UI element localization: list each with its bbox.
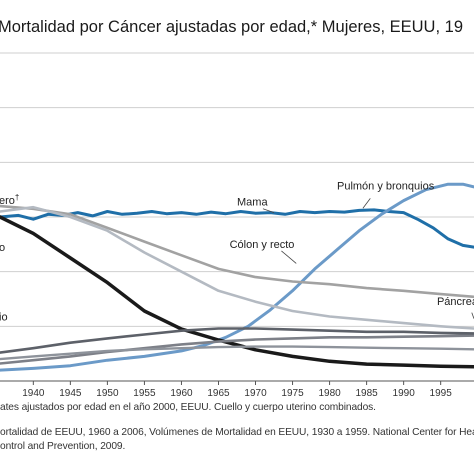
- clipped-series-label-0: ero†: [0, 193, 19, 207]
- clipped-series-label-2: io: [0, 311, 8, 323]
- x-tick-label-1950: 1950: [96, 388, 119, 399]
- x-tick-label-1975: 1975: [281, 388, 304, 399]
- dagger-mark: †: [15, 193, 19, 202]
- series-lines: [0, 182, 474, 372]
- series-label-colon-y-recto: Cólon y recto: [230, 239, 295, 251]
- x-axis: 1940 1945 1950 1955 1960 1965 1970 1975 1980 1985…: [0, 380, 474, 399]
- series-line-utero: [0, 215, 474, 369]
- series-line-estomago: [0, 205, 474, 330]
- x-tick-label-1965: 1965: [207, 388, 230, 399]
- x-tick-label-1940: 1940: [22, 388, 45, 399]
- clipped-series-label-1: o: [0, 242, 5, 254]
- series-line-pulmon-y-bronquios: [0, 182, 474, 372]
- x-tick-label-1995: 1995: [430, 388, 453, 399]
- series-line-leucemia: [0, 345, 474, 361]
- series-label-mama: Mama: [237, 197, 268, 209]
- series-line-colon-y-recto: [0, 204, 474, 299]
- series-labels: Mama Pulmón y bronquios Cólon y recto Páncr…: [0, 181, 474, 323]
- x-tick-label-1990: 1990: [393, 388, 416, 399]
- footnote-age-adjusted: ates ajustados por edad en el año 2000, …: [0, 402, 376, 413]
- x-tick-label-1955: 1955: [133, 388, 156, 399]
- series-line-mama: [0, 208, 474, 249]
- x-tick-label-1945: 1945: [59, 388, 82, 399]
- x-tick-label-1985: 1985: [355, 388, 378, 399]
- series-label-pancreas: Páncreas: [437, 296, 474, 308]
- series-line-pancreas: [0, 334, 474, 365]
- series-label-pulmon-y-bronquios: Pulmón y bronquios: [337, 181, 435, 193]
- leader-line-1: [362, 198, 371, 209]
- series-line-ovario: [0, 327, 474, 354]
- x-tick-label-1960: 1960: [170, 388, 193, 399]
- footnote-source-cont: ontrol and Prevention, 2009.: [0, 441, 126, 452]
- leader-line-0: [262, 208, 275, 214]
- leader-line-2: [281, 250, 297, 264]
- x-tick-label-1980: 1980: [318, 388, 341, 399]
- footnote-source: ortalidad de EEUU, 1960 a 2006, Volúmene…: [0, 427, 474, 438]
- x-tick-label-1970: 1970: [244, 388, 267, 399]
- chart-title: Mortalidad por Cáncer ajustadas por edad…: [0, 18, 463, 36]
